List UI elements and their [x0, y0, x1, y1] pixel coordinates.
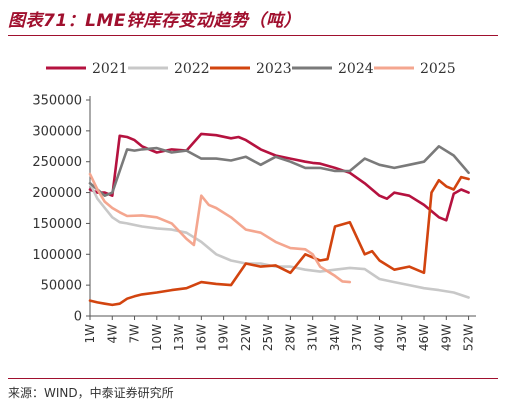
legend-label-2024: 2024 — [338, 61, 374, 77]
y-tick-label: 300000 — [32, 124, 82, 139]
series-line-2023 — [88, 175, 470, 307]
source-note: 来源：WIND，中泰证券研究所 — [8, 386, 174, 400]
title-divider — [8, 35, 498, 36]
chart-title: 图表71：LME锌库存变动趋势（吨） — [8, 11, 302, 31]
series-line-2021 — [88, 132, 470, 222]
x-tick-label: 34W — [328, 324, 342, 351]
axes: 0 50000 100000 150000 200000 250000 300000 3500… — [32, 94, 476, 351]
x-tick-label: 28W — [283, 324, 297, 351]
series-line-2022 — [88, 182, 470, 299]
line-chart: 2021 2022 2023 2024 2025 0 50000 100000 150000 2… — [32, 61, 476, 351]
legend-label-2023: 2023 — [256, 61, 292, 77]
series-lines — [88, 132, 470, 307]
series-line-2024 — [88, 145, 470, 197]
y-tick-label: 50000 — [41, 279, 82, 294]
y-tick-label: 0 — [74, 310, 82, 325]
legend-label-2022: 2022 — [174, 61, 210, 77]
x-tick-label: 7W — [128, 324, 142, 344]
x-tick-label: 22W — [239, 324, 253, 351]
legend: 2021 2022 2023 2024 2025 — [46, 61, 456, 77]
x-tick-label: 16W — [194, 324, 208, 351]
x-tick-label: 10W — [150, 324, 164, 351]
x-tick-label: 4W — [105, 324, 119, 344]
x-tick-label: 49W — [439, 324, 453, 351]
x-tick-label: 1W — [83, 324, 97, 344]
x-tick-label: 25W — [261, 324, 275, 351]
legend-label-2025: 2025 — [420, 61, 456, 77]
legend-label-2021: 2021 — [92, 61, 128, 77]
x-tick-label: 43W — [395, 324, 409, 351]
x-tick-label: 40W — [373, 324, 387, 351]
x-tick-label: 31W — [306, 324, 320, 351]
source-divider — [8, 378, 498, 379]
x-tick-label: 13W — [172, 324, 186, 351]
y-tick-label: 250000 — [32, 155, 82, 170]
y-tick-label: 100000 — [32, 248, 82, 263]
series-line-2025 — [88, 172, 352, 284]
x-tick-label: 37W — [350, 324, 364, 351]
y-tick-label: 200000 — [32, 186, 82, 201]
y-tick-label: 350000 — [32, 94, 82, 109]
y-tick-label: 150000 — [32, 217, 82, 232]
x-tick-label: 46W — [417, 324, 431, 351]
x-tick-label: 19W — [217, 324, 231, 351]
x-tick-label: 52W — [462, 324, 476, 351]
